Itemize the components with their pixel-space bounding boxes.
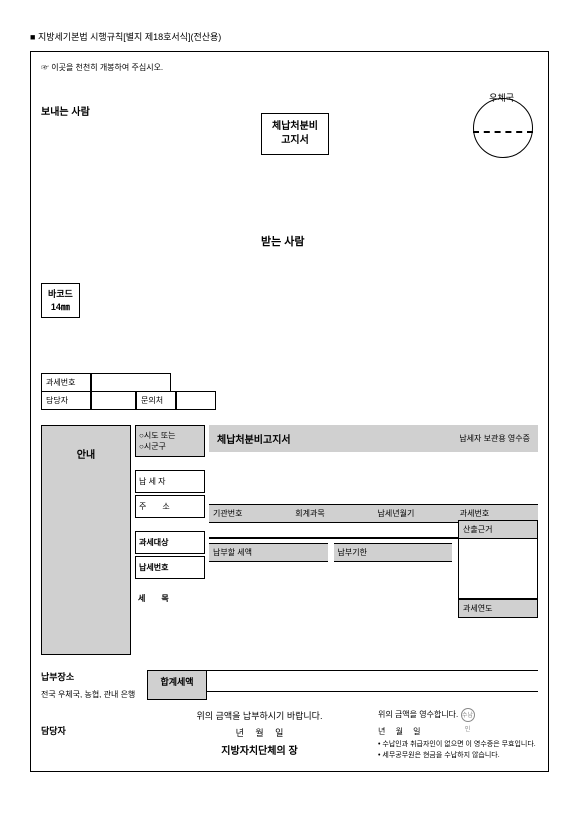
recipient-label: 받는 사람 <box>261 233 305 249</box>
postmark-circle <box>473 98 533 158</box>
calc-basis-label: 산출근거 <box>458 520 538 539</box>
barcode-box: 바코드 14㎜ <box>41 283 80 318</box>
sigungu-text: ○시군구 <box>139 441 201 452</box>
col-agency: 기관번호 <box>209 505 291 522</box>
address-label: 주 소 <box>135 495 205 518</box>
header-bullet: ■ <box>30 32 35 42</box>
place-text: 전국 우체국, 농협, 관내 은행 <box>41 689 141 700</box>
footer-note-1: 수납인과 취급자인이 없으면 이 영수증은 무효입니다. <box>378 739 538 750</box>
calc-body <box>458 539 538 599</box>
authority-name: 지방자치단체의 장 <box>141 742 378 761</box>
form-title-main: 체납처분비고지서 <box>217 431 291 446</box>
date-line-1: 년 월 일 <box>141 725 378 742</box>
tax-number-label: 과세번호 <box>41 373 91 392</box>
guide-column: 안내 <box>41 425 131 655</box>
form-title-sub: 납세자 보관용 영수증 <box>459 433 530 444</box>
receipt-msg: 위의 금액을 영수합니다. <box>378 710 458 719</box>
calculation-box: 산출근거 과세연도 <box>458 520 538 618</box>
footer-note-2: 세무공무원은 현금을 수납하지 않습니다. <box>378 750 538 761</box>
notice-line2: 고지서 <box>272 134 318 148</box>
footer-person-label: 담당자 <box>41 724 141 737</box>
main-form: 안내 ○시도 또는 ○시군구 납 세 자 주 소 과세대상 납세번호 세 목 체… <box>41 425 538 655</box>
postmark-dash <box>473 131 533 133</box>
lower-section: 납부장소 전국 우체국, 농협, 관내 은행 합계세액 <box>41 670 538 700</box>
total-value-line <box>206 670 538 692</box>
sido-text: ○시도 또는 <box>139 430 201 441</box>
footer-area: 담당자 위의 금액을 납부하시기 바랍니다. 년 월 일 지방자치단체의 장 위… <box>41 708 538 761</box>
envelope-area: 우체국 체납처분비 고지서 보내는 사람 받는 사람 바코드 14㎜ <box>41 103 538 363</box>
inquiry-label: 문의처 <box>136 391 176 410</box>
place-label: 납부장소 <box>41 670 141 683</box>
notice-line1: 체납처분비 <box>272 120 318 134</box>
subject-label: 과세대상 <box>135 531 205 554</box>
barcode-size: 14㎜ <box>48 301 73 314</box>
pay-amount-label: 납부할 세액 <box>209 543 328 562</box>
inquiry-value <box>176 391 216 410</box>
guide-label: 안내 <box>77 450 95 461</box>
person-label: 담당자 <box>41 391 91 410</box>
open-instruction: ☞ 이곳을 천천히 개봉하여 주십시오. <box>41 62 538 73</box>
tax-year-label: 과세연도 <box>458 599 538 618</box>
taxitem-label: 세 목 <box>135 588 205 609</box>
notice-title-box: 체납처분비 고지서 <box>261 113 329 155</box>
form-header: ■ 지방세기본법 시행규칙[별지 제18호서식](전산용) <box>30 30 549 43</box>
receipt-stamp-icon: 수납인 <box>461 708 475 722</box>
footer-middle: 위의 금액을 납부하시기 바랍니다. 년 월 일 지방자치단체의 장 <box>141 708 378 761</box>
form-title-row: 체납처분비고지서 납세자 보관용 영수증 <box>209 425 538 452</box>
footer-left: 담당자 <box>41 708 141 761</box>
person-value <box>91 391 136 410</box>
paynum-label: 납세번호 <box>135 556 205 579</box>
footer-right: 위의 금액을 영수합니다. 수납인 년 월 일 수납인과 취급자인이 없으면 이… <box>378 708 538 761</box>
info-row: 과세번호 <box>41 373 538 392</box>
total-tax-label: 합계세액 <box>147 670 207 700</box>
barcode-text: 바코드 <box>48 288 73 301</box>
document-frame: ☞ 이곳을 천천히 개봉하여 주십시오. 우체국 체납처분비 고지서 보내는 사… <box>30 51 549 772</box>
info-row2: 담당자 문의처 <box>41 391 538 410</box>
pay-due-label: 납부기한 <box>334 543 453 562</box>
right-panel: 체납처분비고지서 납세자 보관용 영수증 기관번호 회계과목 납세년월기 과세번… <box>209 425 538 655</box>
payment-location: 납부장소 전국 우체국, 농협, 관내 은행 <box>41 670 141 700</box>
col-account: 회계과목 <box>291 505 373 522</box>
pay-request-msg: 위의 금액을 납부하시기 바랍니다. <box>141 708 378 725</box>
field-labels-column: ○시도 또는 ○시군구 납 세 자 주 소 과세대상 납세번호 세 목 <box>135 425 205 655</box>
sido-box: ○시도 또는 ○시군구 <box>135 425 205 457</box>
header-text: 지방세기본법 시행규칙[별지 제18호서식](전산용) <box>38 32 221 42</box>
tax-number-value <box>91 373 171 392</box>
date-line-2: 년 월 일 <box>378 726 538 739</box>
col-period: 납세년월기 <box>374 505 456 522</box>
taxpayer-label: 납 세 자 <box>135 470 205 493</box>
